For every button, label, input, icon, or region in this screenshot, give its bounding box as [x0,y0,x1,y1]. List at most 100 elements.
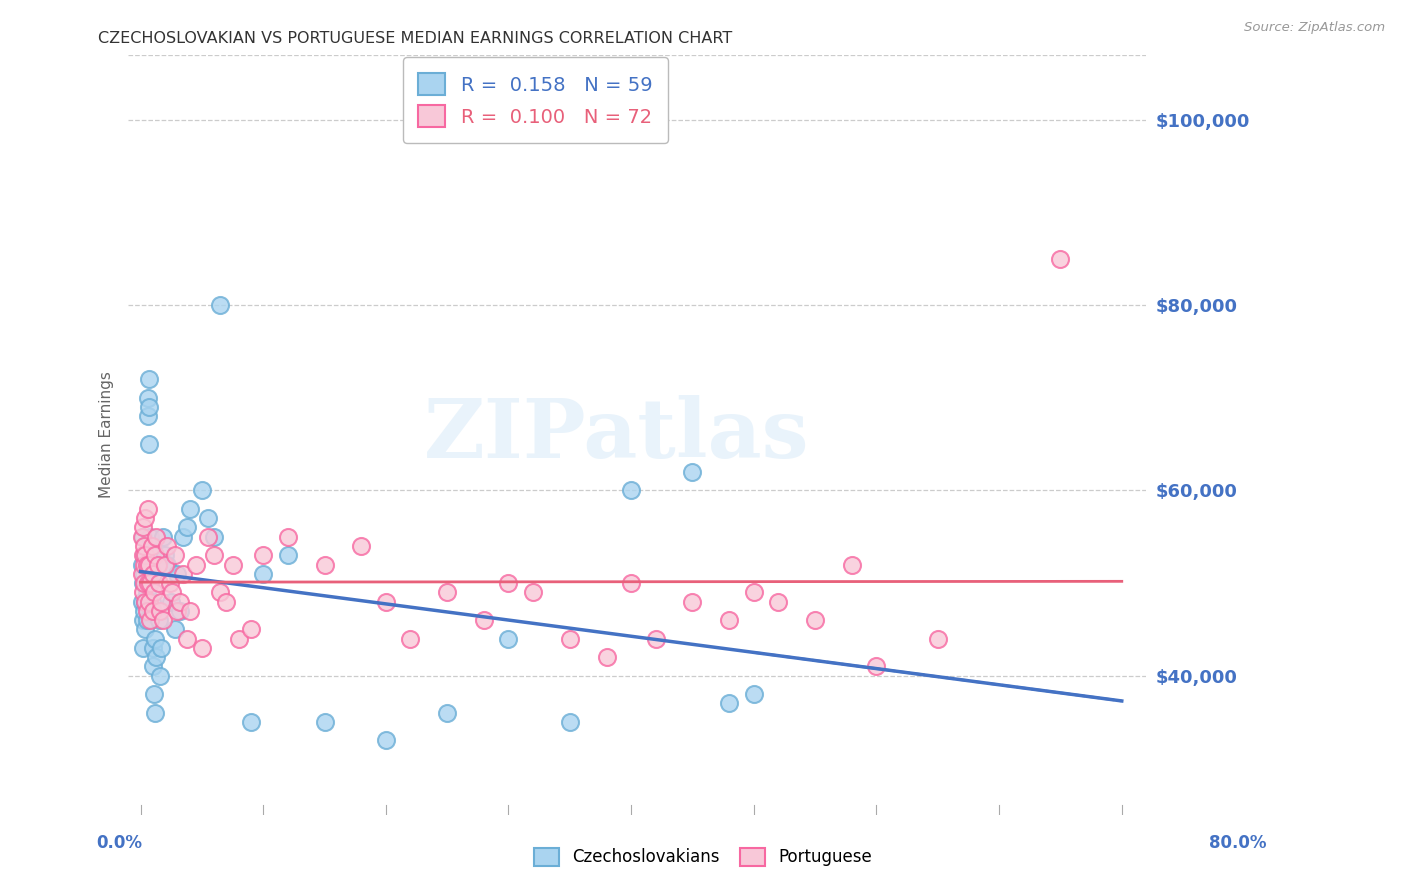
Point [149,668,172,682]
Point [682,465,704,479]
Point [841,558,863,572]
Point [134,548,156,562]
Point [132,548,155,562]
Point [148,613,170,627]
Point [145,650,167,665]
Point [239,623,262,637]
Point [202,548,225,562]
Point [132,530,155,544]
Point [742,687,765,701]
Point [927,632,949,646]
Text: Source: ZipAtlas.com: Source: ZipAtlas.com [1244,21,1385,34]
Point [252,548,274,562]
Point [156,558,179,572]
Point [142,640,165,655]
Point [595,650,617,665]
Point [139,576,162,591]
Point [145,530,167,544]
Point [138,558,160,572]
Point [768,594,790,608]
Point [138,437,160,451]
Point [134,576,156,591]
Point [172,566,194,581]
Point [472,613,495,627]
Point [252,566,274,581]
Legend: R =  0.158   N = 59, R =  0.100   N = 72: R = 0.158 N = 59, R = 0.100 N = 72 [402,57,668,143]
Point [166,566,188,581]
Point [620,483,643,498]
Point [143,706,166,720]
Point [135,604,157,618]
Point [169,594,191,608]
Point [146,558,169,572]
Point [143,687,166,701]
Text: CZECHOSLOVAKIAN VS PORTUGUESE MEDIAN EARNINGS CORRELATION CHART: CZECHOSLOVAKIAN VS PORTUGUESE MEDIAN EAR… [98,31,733,46]
Point [135,558,157,572]
Y-axis label: Median Earnings: Median Earnings [100,371,114,499]
Point [139,530,162,544]
Point [166,604,188,618]
Point [191,483,214,498]
Point [620,576,643,591]
Point [134,511,156,525]
Point [141,539,163,553]
Point [498,576,520,591]
Point [314,558,336,572]
Point [135,558,157,572]
Point [138,372,160,386]
Text: ZIPatlas: ZIPatlas [425,395,810,475]
Legend: Czechoslovakians, Portuguese: Czechoslovakians, Portuguese [527,841,879,873]
Point [179,502,201,516]
Point [150,594,173,608]
Point [558,714,581,729]
Point [134,594,156,608]
Point [135,613,157,627]
Point [150,640,173,655]
Point [132,520,155,534]
Point [202,530,225,544]
Point [682,594,704,608]
Point [136,409,159,424]
Point [134,558,156,572]
Point [159,576,181,591]
Point [644,632,666,646]
Point [149,604,172,618]
Point [131,566,153,581]
Point [148,576,170,591]
Point [172,530,194,544]
Point [152,613,174,627]
Point [314,714,336,729]
Point [865,659,887,673]
Point [134,548,156,562]
Point [160,594,183,608]
Point [399,632,422,646]
Point [134,604,156,618]
Point [134,576,156,591]
Point [136,391,159,405]
Point [718,613,741,627]
Point [131,558,153,572]
Point [436,585,458,599]
Point [176,632,198,646]
Point [718,697,741,711]
Point [134,594,156,608]
Point [134,539,156,553]
Point [139,558,162,572]
Point [132,640,155,655]
Point [142,604,165,618]
Point [163,548,186,562]
Point [197,530,219,544]
Point [131,594,153,608]
Point [136,502,159,516]
Point [138,594,160,608]
Point [139,613,162,627]
Point [277,548,299,562]
Point [498,632,520,646]
Point [742,585,765,599]
Point [209,298,232,312]
Point [141,594,163,608]
Point [169,604,191,618]
Point [179,604,201,618]
Point [138,400,160,414]
Point [350,539,373,553]
